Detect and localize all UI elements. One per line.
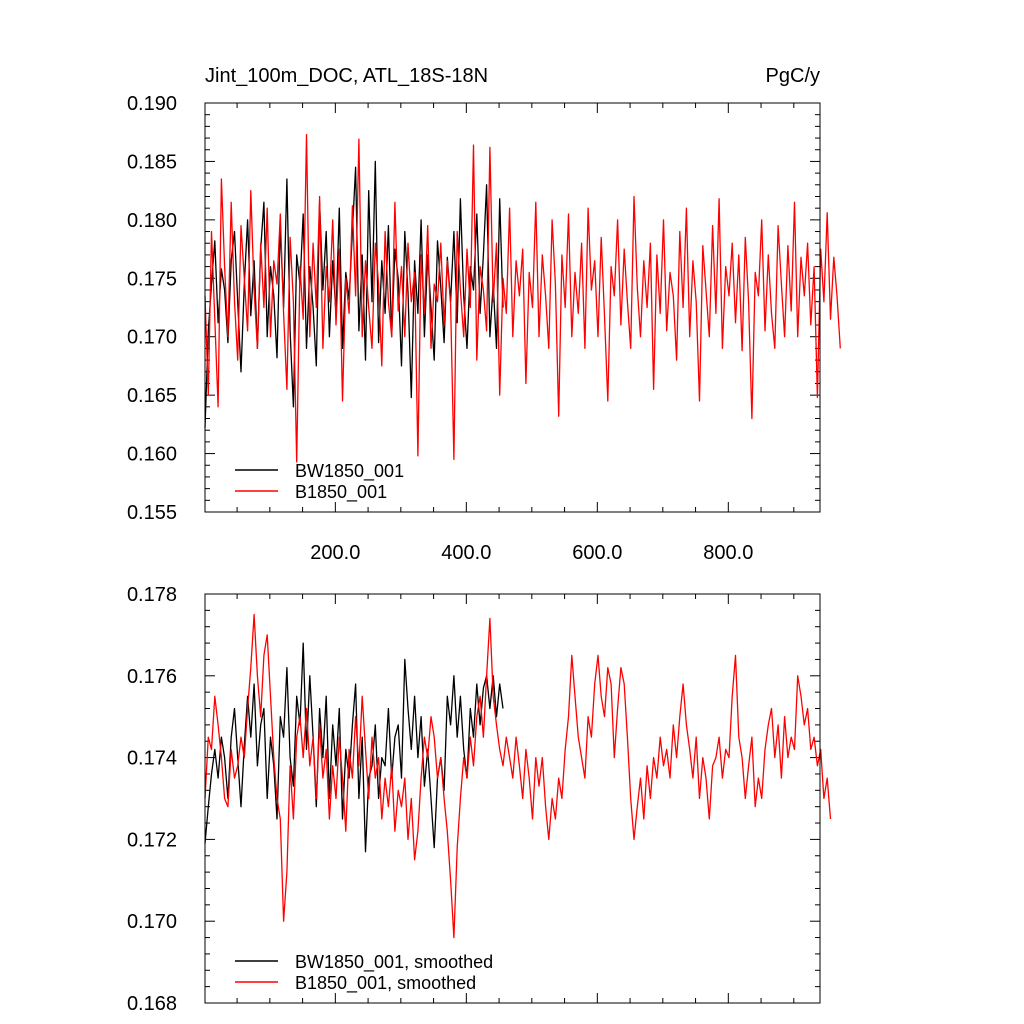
- y-tick-label: 0.176: [127, 666, 177, 688]
- y-tick-label: 0.155: [127, 502, 177, 524]
- series-line-bw1850: [204, 160, 504, 428]
- top-y-tick-labels: 0.155 0.160 0.165 0.170 0.175 0.180 0.185 0.190: [127, 93, 177, 524]
- y-tick-label: 0.172: [127, 829, 177, 851]
- legend-label: B1850_001, smoothed: [295, 973, 476, 994]
- y-tick-label: 0.175: [127, 268, 177, 290]
- y-tick-label: 0.168: [127, 993, 177, 1015]
- x-tick-label: 200.0: [310, 542, 360, 564]
- bottom-plot-frame: [204, 593, 821, 1004]
- y-tick-label: 0.190: [127, 93, 177, 115]
- legend-label: BW1850_001, smoothed: [295, 952, 493, 973]
- bottom-ticks: [205, 593, 820, 1004]
- chart-title: Jint_100m_DOC, ATL_18S-18N: [205, 65, 488, 87]
- legend-label: B1850_001: [295, 482, 387, 503]
- y-tick-label: 0.174: [127, 748, 177, 770]
- y-tick-label: 0.185: [127, 151, 177, 173]
- x-tick-label: 800.0: [703, 542, 753, 564]
- bottom-y-tick-labels: 0.168 0.170 0.172 0.174 0.176 0.178: [127, 584, 177, 1015]
- bottom-series-lines: [204, 613, 832, 939]
- bottom-panel: 0.168 0.170 0.172 0.174 0.176 0.178 BW1850_00…: [127, 584, 832, 1015]
- units-label: PgC/y: [766, 65, 820, 87]
- y-tick-label: 0.160: [127, 444, 177, 466]
- y-tick-label: 0.178: [127, 584, 177, 606]
- legend-label: BW1850_001: [295, 461, 404, 482]
- y-tick-label: 0.180: [127, 210, 177, 232]
- series-line-bw1850: [204, 642, 504, 853]
- x-tick-label: 400.0: [441, 542, 491, 564]
- x-tick-label: 600.0: [572, 542, 622, 564]
- y-tick-label: 0.170: [127, 327, 177, 349]
- top-x-tick-labels: 200.0 400.0 600.0 800.0: [310, 542, 753, 564]
- top-plot-frame: [204, 102, 821, 513]
- top-series-lines: [204, 133, 841, 463]
- y-tick-label: 0.165: [127, 385, 177, 407]
- series-line-b1850: [204, 133, 841, 463]
- y-tick-label: 0.170: [127, 911, 177, 933]
- series-line-b1850: [204, 613, 832, 939]
- top-panel: Jint_100m_DOC, ATL_18S-18N PgC/y 0.1550.…: [127, 65, 841, 564]
